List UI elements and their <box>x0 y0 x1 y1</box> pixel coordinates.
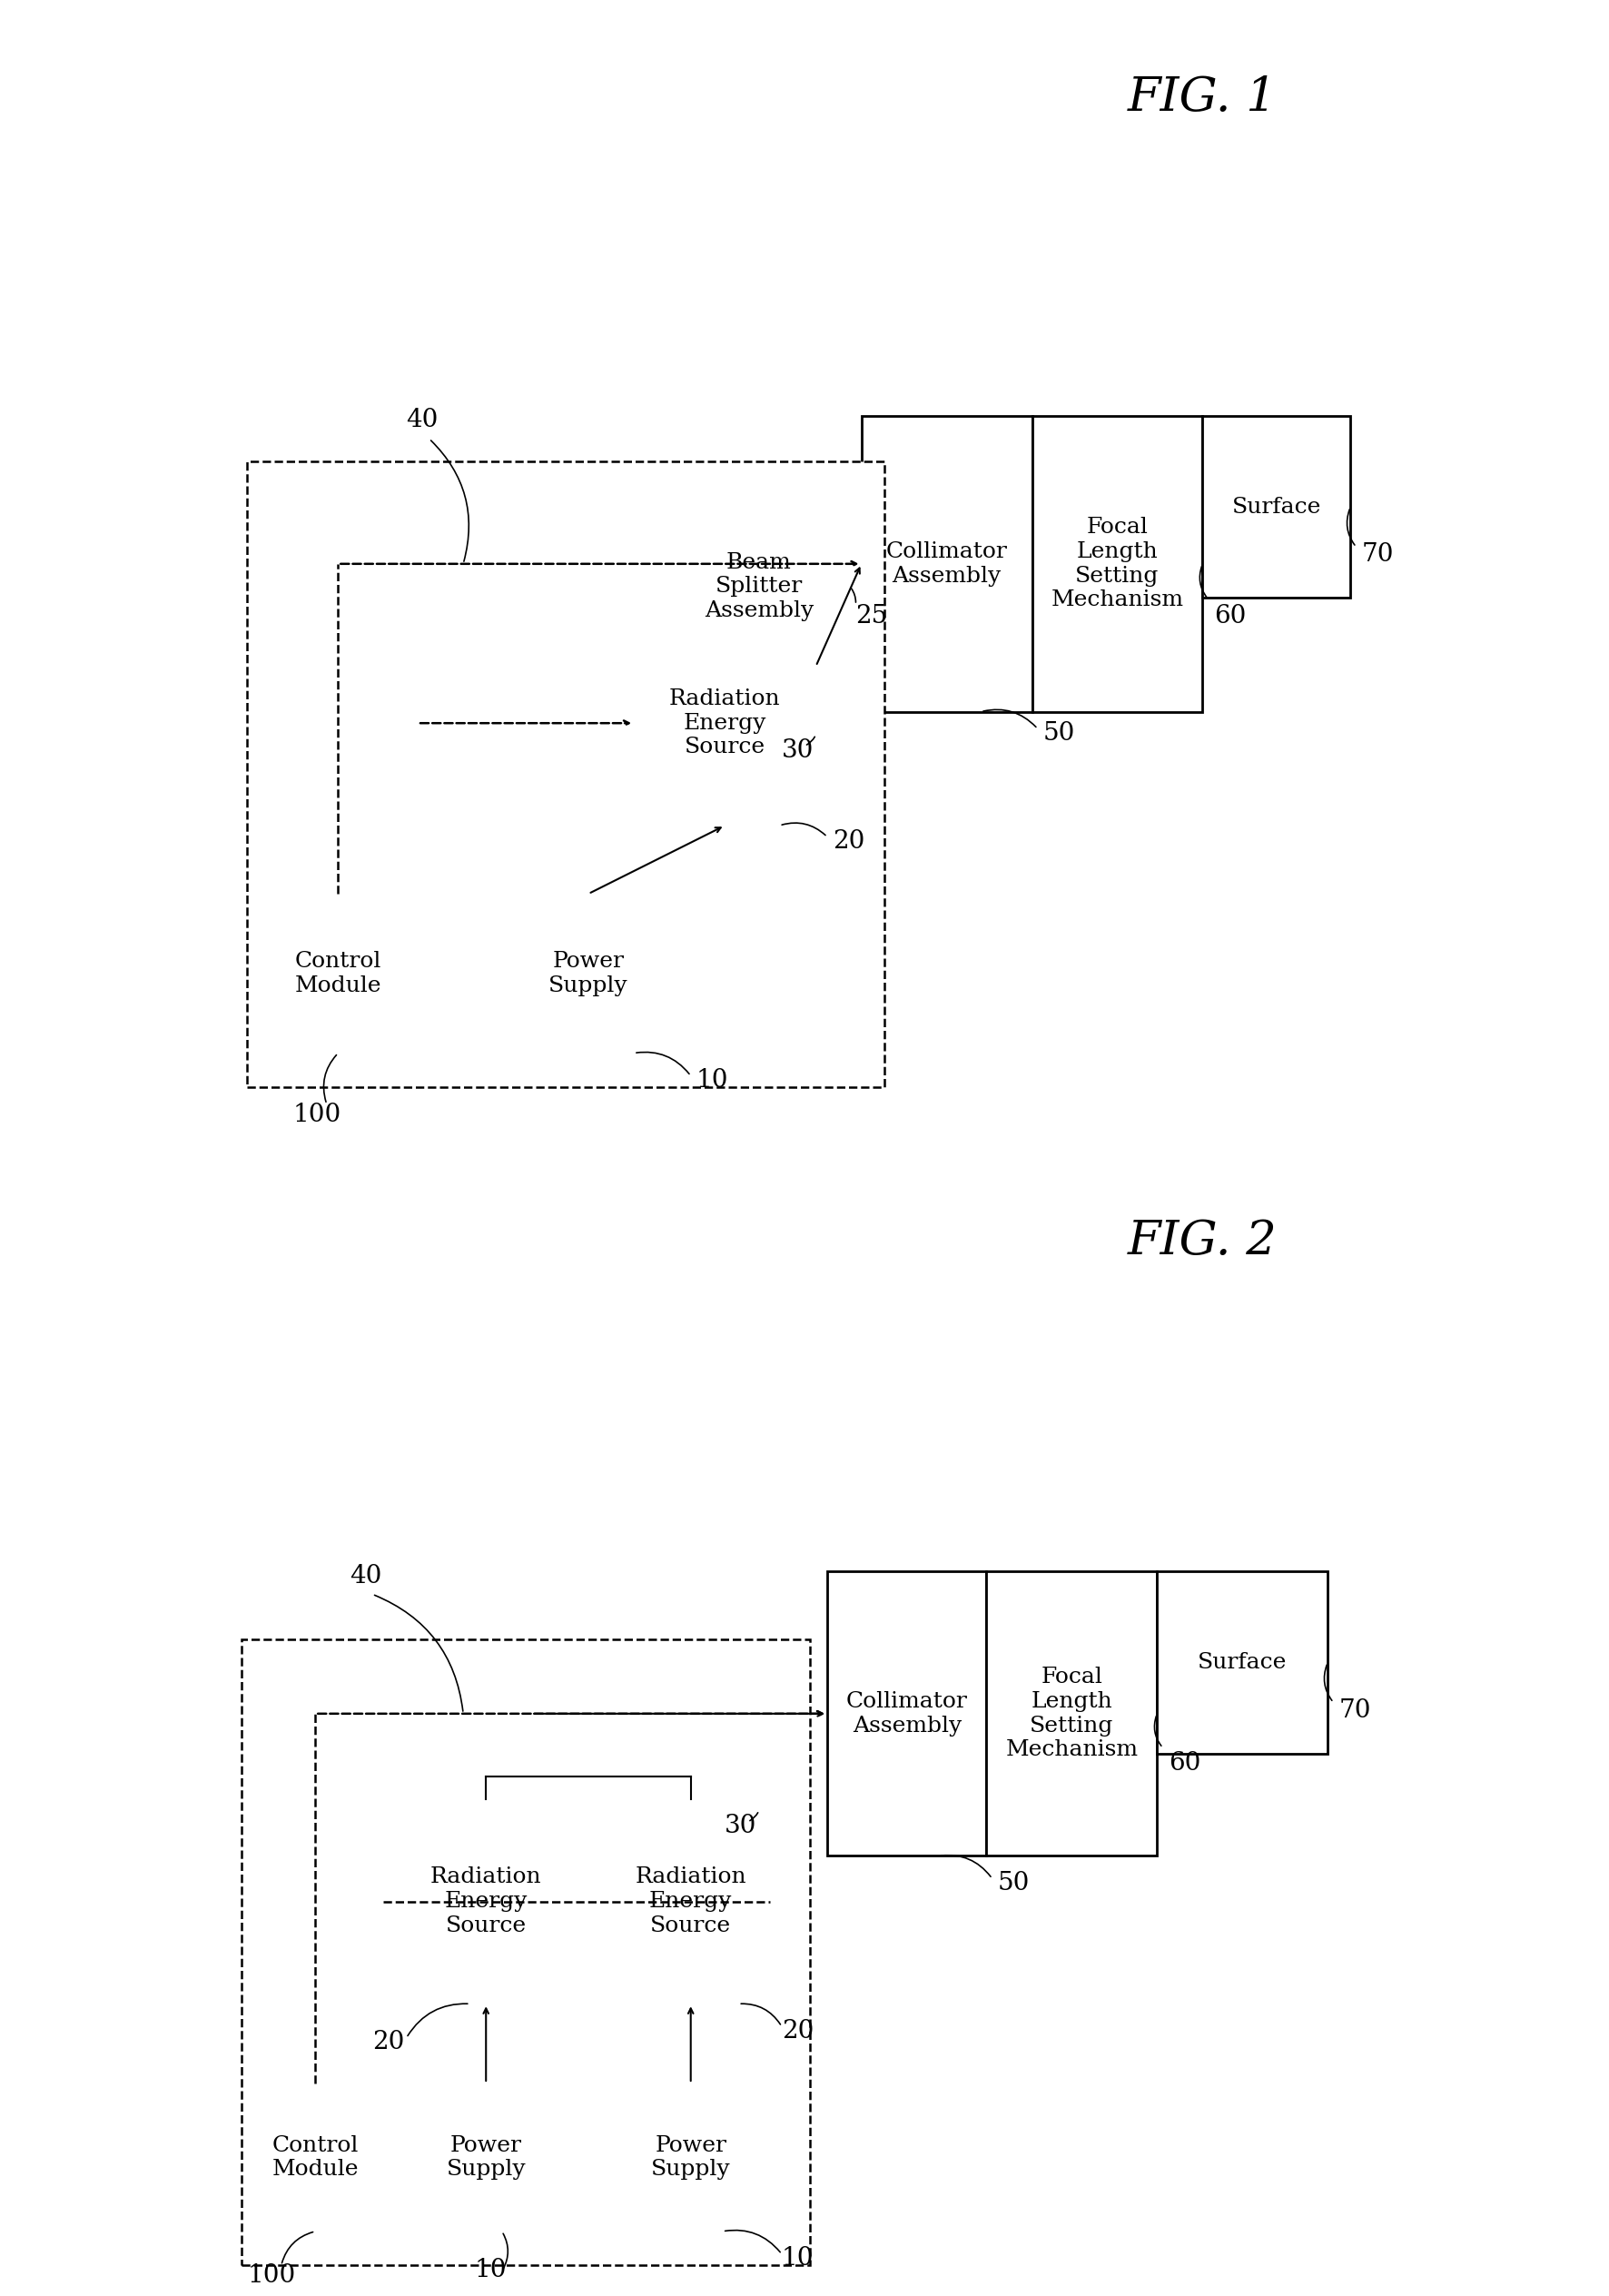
FancyBboxPatch shape <box>668 496 850 677</box>
Text: 25: 25 <box>856 604 888 629</box>
Text: Power
Supply: Power Supply <box>549 951 628 996</box>
FancyBboxPatch shape <box>481 1720 582 1777</box>
Text: 10: 10 <box>475 2257 507 2282</box>
Text: 60: 60 <box>1168 1752 1200 1777</box>
Text: 40: 40 <box>407 409 439 432</box>
Text: Control
Module: Control Module <box>294 951 381 996</box>
Text: 70: 70 <box>1339 1699 1371 1722</box>
Text: Power
Supply: Power Supply <box>446 2135 526 2179</box>
Text: 60: 60 <box>1215 604 1245 629</box>
Text: Radiation
Energy
Source: Radiation Energy Source <box>636 1867 747 1936</box>
Text: Power
Supply: Power Supply <box>652 2135 730 2179</box>
Text: 40: 40 <box>349 1564 381 1589</box>
Text: Beam
Splitter
Assembly: Beam Splitter Assembly <box>705 551 814 622</box>
Text: Radiation
Energy
Source: Radiation Energy Source <box>430 1867 542 1936</box>
Text: 100: 100 <box>248 2264 296 2289</box>
Text: Collimator
Assembly: Collimator Assembly <box>887 542 1007 585</box>
Text: 20: 20 <box>372 2030 404 2055</box>
Text: Focal
Length
Setting
Mechanism: Focal Length Setting Mechanism <box>1006 1667 1138 1761</box>
FancyBboxPatch shape <box>1202 416 1350 597</box>
FancyBboxPatch shape <box>259 893 418 1054</box>
Text: 50: 50 <box>998 1871 1030 1896</box>
FancyBboxPatch shape <box>407 2082 566 2232</box>
Text: Collimator
Assembly: Collimator Assembly <box>846 1692 967 1736</box>
Text: 70: 70 <box>1361 542 1393 567</box>
Text: Control
Module: Control Module <box>272 2135 359 2179</box>
Text: Surface: Surface <box>1232 496 1321 517</box>
FancyBboxPatch shape <box>634 620 816 827</box>
Text: 10: 10 <box>782 2245 814 2271</box>
FancyBboxPatch shape <box>611 1800 771 2004</box>
Text: 10: 10 <box>697 1068 729 1093</box>
FancyBboxPatch shape <box>497 893 679 1054</box>
FancyBboxPatch shape <box>986 1570 1157 1855</box>
Text: 30: 30 <box>726 1814 756 1839</box>
Text: 20: 20 <box>782 2018 814 2043</box>
FancyBboxPatch shape <box>827 1570 986 1855</box>
Text: Radiation
Energy
Source: Radiation Energy Source <box>669 689 780 758</box>
FancyBboxPatch shape <box>241 1639 811 2266</box>
FancyBboxPatch shape <box>1157 1570 1327 1754</box>
Text: FIG. 2: FIG. 2 <box>1128 1219 1278 1265</box>
Text: Focal
Length
Setting
Mechanism: Focal Length Setting Mechanism <box>1051 517 1184 611</box>
FancyBboxPatch shape <box>248 2082 383 2232</box>
FancyBboxPatch shape <box>407 1800 566 2004</box>
FancyBboxPatch shape <box>861 416 1031 712</box>
Text: Surface: Surface <box>1197 1653 1287 1674</box>
Text: FIG. 1: FIG. 1 <box>1128 73 1278 119</box>
FancyBboxPatch shape <box>1031 416 1202 712</box>
Text: 50: 50 <box>1043 721 1075 746</box>
Text: 100: 100 <box>293 1102 341 1127</box>
FancyBboxPatch shape <box>611 2082 771 2232</box>
Text: 20: 20 <box>833 829 866 854</box>
Text: 30: 30 <box>782 739 814 762</box>
FancyBboxPatch shape <box>248 461 883 1088</box>
